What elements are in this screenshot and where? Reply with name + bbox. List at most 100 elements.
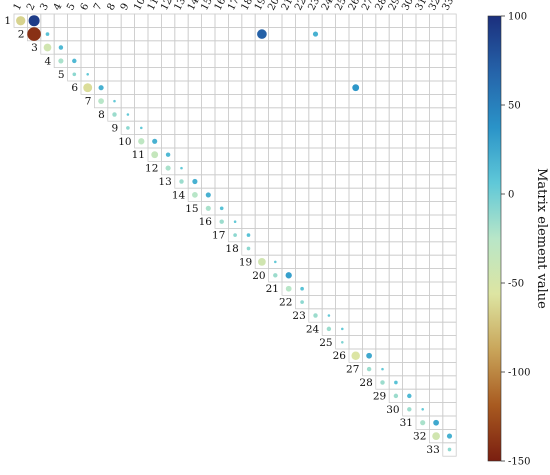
grid-cell (308, 254, 323, 269)
grid-cell (321, 268, 337, 283)
grid-cell (375, 94, 390, 109)
grid-cell (254, 227, 269, 243)
matrix-point (192, 178, 198, 185)
grid-cell (201, 53, 216, 69)
grid-cell (174, 107, 189, 122)
grid-cell (268, 174, 283, 189)
grid-cell (335, 241, 350, 256)
grid-cell (415, 187, 430, 202)
grid-cell (348, 227, 363, 243)
grid-cell (375, 134, 390, 149)
grid-cell (361, 321, 377, 337)
grid-cell (227, 160, 243, 176)
grid-cell (201, 94, 216, 109)
grid-cell (201, 134, 216, 149)
grid-cell (361, 308, 377, 323)
matrix-point (366, 352, 372, 359)
grid-cell (321, 134, 337, 149)
grid-cell (375, 187, 390, 202)
grid-cell (187, 147, 202, 162)
grid-cell (348, 321, 363, 337)
matrix-point (219, 206, 224, 211)
matrix-point (351, 351, 360, 360)
grid-cell (254, 107, 269, 122)
grid-cell (361, 147, 377, 162)
grid-cell (187, 13, 202, 28)
grid-cell (348, 67, 363, 82)
grid-cell (402, 335, 417, 350)
matrix-point (233, 233, 237, 237)
grid-cell (375, 201, 390, 216)
grid-cell (201, 174, 216, 189)
grid-cell (227, 147, 243, 162)
matrix-point (352, 84, 360, 92)
grid-cell (227, 201, 243, 216)
grid-cell (308, 281, 323, 296)
grid-cell (348, 254, 363, 269)
matrix-point (420, 420, 426, 426)
grid-cell (361, 120, 377, 135)
grid-cell (214, 26, 229, 42)
grid-cell (428, 26, 444, 42)
grid-cell (94, 26, 109, 42)
grid-cell (268, 214, 283, 229)
matrix-point (313, 313, 318, 318)
grid-cell (134, 13, 149, 28)
row-tick-label: 8 (98, 109, 105, 121)
grid-cell (294, 134, 310, 149)
matrix-point (152, 138, 158, 144)
grid-cell (388, 53, 404, 69)
grid-cell (388, 227, 404, 243)
grid-cell (120, 80, 135, 95)
grid-cell (388, 40, 404, 55)
matrix-point (341, 327, 344, 331)
grid-cell (254, 13, 269, 28)
grid-cell (442, 107, 457, 122)
row-tick-label: 31 (400, 417, 413, 429)
matrix-point (447, 447, 452, 452)
grid-cell (294, 67, 310, 82)
grid-cell (214, 40, 229, 55)
row-tick-label: 14 (172, 189, 186, 201)
grid-cell (348, 214, 363, 229)
grid-cell (415, 375, 430, 390)
matrix-point (165, 152, 171, 157)
grid-cell (388, 94, 404, 109)
grid-cell (375, 147, 390, 162)
grid-cell (174, 40, 189, 55)
grid-cell (335, 227, 350, 243)
row-tick-label: 19 (239, 256, 252, 268)
grid-cell (107, 67, 122, 82)
grid-cell (308, 294, 323, 310)
grid-cell (415, 147, 430, 162)
grid-cell (147, 94, 162, 109)
grid-cell (428, 308, 444, 323)
grid-cell (321, 26, 337, 42)
grid-cell (241, 107, 256, 122)
grid-cell (268, 67, 283, 82)
matrix-point (246, 233, 251, 237)
matrix-point (341, 341, 344, 344)
column-tick-label: 2 (25, 2, 38, 13)
grid-cell (147, 80, 162, 95)
grid-cell (160, 40, 176, 55)
grid-cell (80, 13, 95, 28)
grid-cell (187, 53, 202, 69)
grid-cell (120, 94, 135, 109)
grid-cell (254, 241, 269, 256)
row-tick-label: 23 (292, 310, 305, 322)
grid-cell (375, 174, 390, 189)
grid-cell (268, 160, 283, 176)
grid-cell (335, 174, 350, 189)
column-tick-label: 7 (92, 2, 105, 13)
grid-cell (294, 26, 310, 42)
matrix-point (43, 43, 52, 52)
grid-cell (187, 94, 202, 109)
grid-cell (214, 174, 229, 189)
grid-cell (388, 348, 404, 363)
row-tick-label: 1 (4, 15, 11, 27)
grid-cell (348, 268, 363, 283)
grid-cell (281, 13, 296, 28)
grid-cell (348, 40, 363, 55)
grid-cell (160, 120, 176, 135)
